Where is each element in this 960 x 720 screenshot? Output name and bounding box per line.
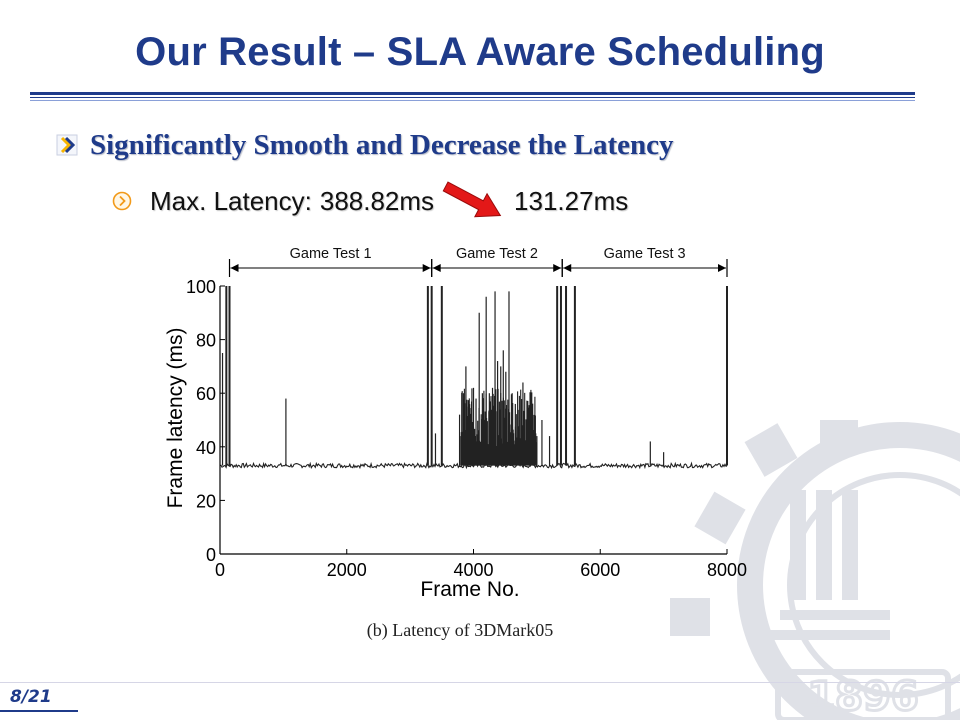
annotation-arrowhead	[718, 264, 726, 272]
y-tick-label: 20	[196, 491, 216, 511]
bullet-main: Significantly Smooth and Decrease the La…	[56, 128, 673, 162]
latency-before-value: 388.82ms	[319, 185, 435, 216]
annotation-label: Game Test 1	[290, 246, 372, 262]
x-tick-label: 8000	[707, 560, 747, 580]
latency-trace	[219, 286, 728, 470]
y-tick-label: 40	[196, 438, 216, 458]
bullet-sub: Max. Latency: 388.82ms 131.27ms	[112, 181, 629, 218]
x-tick-label: 0	[215, 560, 225, 580]
footer-divider	[0, 682, 960, 683]
bullet-main-text: Significantly Smooth and Decrease the La…	[90, 128, 674, 161]
x-tick-label: 4000	[453, 560, 493, 580]
university-seal-watermark: 1896	[670, 420, 960, 720]
y-tick-label: 0	[206, 545, 216, 565]
max-latency-label: Max. Latency:	[150, 185, 312, 216]
annotation-label: Game Test 3	[604, 246, 686, 262]
annotation-arrowhead	[563, 264, 572, 272]
x-tick-label: 2000	[327, 560, 367, 580]
y-tick-label: 100	[186, 277, 216, 297]
annotation-label: Game Test 2	[456, 246, 538, 262]
y-tick-label: 60	[196, 384, 216, 404]
page-title: Our Result – SLA Aware Scheduling	[135, 30, 825, 74]
chevron-bullet-icon	[56, 134, 78, 156]
watermark-year: 1896	[807, 674, 918, 720]
annotation-arrowhead	[230, 264, 239, 272]
title-underline	[30, 92, 915, 102]
chart-annotations: Game Test 1 Game Test 2 Game Test 3	[228, 246, 728, 277]
latency-chart: Game Test 1 Game Test 2 Game Test 3 0 20 40 6…	[164, 246, 747, 641]
x-axis-label: Frame No.	[420, 578, 519, 601]
latency-after-value: 131.27ms	[514, 185, 629, 216]
annotation-arrowhead	[422, 264, 431, 272]
annotation-arrowhead	[432, 264, 441, 272]
page-number: 8/21	[10, 687, 52, 707]
annotation-arrowhead	[553, 264, 562, 272]
dense-spike-region	[460, 388, 538, 466]
baseline-series	[219, 461, 728, 470]
y-axis-label: Frame latency (ms)	[164, 328, 187, 509]
red-arrow-icon	[442, 181, 502, 218]
x-tick-label: 6000	[580, 560, 620, 580]
chart-axes: 0 20 40 60 80 100 0 2000 4000 6000 8000	[186, 277, 747, 580]
circle-chevron-icon	[112, 191, 132, 211]
page-number-underline	[0, 710, 78, 712]
y-tick-label: 80	[196, 331, 216, 351]
chart-caption: (b) Latency of 3DMark05	[367, 620, 553, 641]
